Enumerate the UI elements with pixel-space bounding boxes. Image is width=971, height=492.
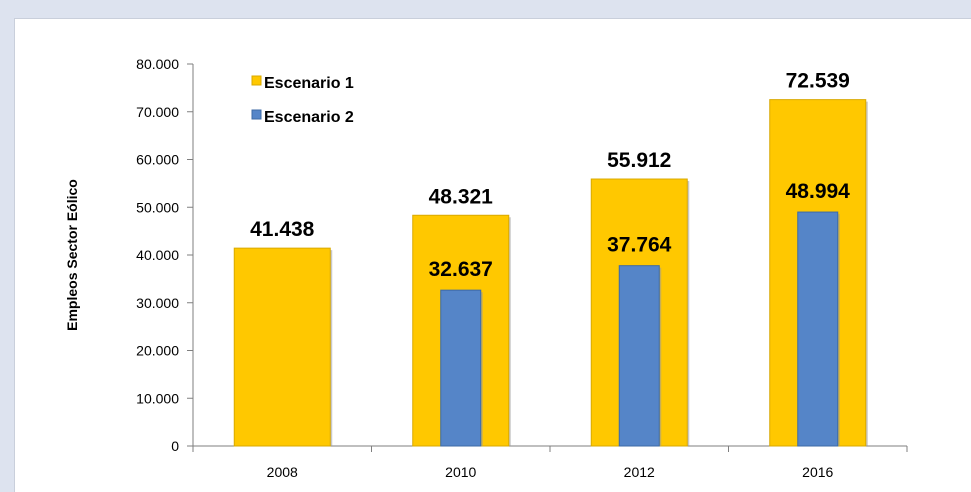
y-tick-label: 70.000 bbox=[136, 104, 179, 120]
data-label-escenario-1: 41.438 bbox=[250, 218, 315, 241]
x-tick-label: 2008 bbox=[267, 464, 298, 480]
y-tick-label: 20.000 bbox=[136, 343, 179, 359]
x-tick-label: 2012 bbox=[624, 464, 655, 480]
y-axis-label: Empleos Sector Eólico bbox=[64, 179, 80, 331]
x-axis: 2008 2010 2012 2016 bbox=[192, 445, 908, 480]
bar-escenario-2 bbox=[618, 265, 660, 447]
data-labels: 41.438 48.321 55.912 72.539 32.637 37.764 48.9… bbox=[250, 70, 850, 282]
bars bbox=[233, 99, 868, 447]
y-tick-label: 40.000 bbox=[136, 247, 179, 263]
legend-label: Escenario 2 bbox=[264, 109, 354, 126]
x-tick-label: 2010 bbox=[445, 464, 476, 480]
data-label-escenario-2: 32.637 bbox=[429, 258, 493, 281]
bar-escenario-1 bbox=[233, 247, 331, 447]
data-label-escenario-1: 55.912 bbox=[607, 149, 671, 172]
legend-label: Escenario 1 bbox=[264, 75, 354, 92]
y-tick-label: 80.000 bbox=[136, 56, 179, 72]
y-axis: 0 10.000 20.000 30.000 40.000 50.000 60.000 70.… bbox=[136, 56, 194, 454]
y-tick-label: 60.000 bbox=[136, 152, 179, 168]
y-tick-label: 10.000 bbox=[136, 390, 179, 406]
y-tick-label: 50.000 bbox=[136, 199, 179, 215]
legend: Escenario 1 Escenario 2 bbox=[251, 75, 354, 126]
x-tick-label: 2016 bbox=[802, 464, 833, 480]
bar-escenario-2 bbox=[440, 289, 482, 447]
data-label-escenario-2: 37.764 bbox=[607, 234, 672, 257]
data-label-escenario-1: 48.321 bbox=[429, 185, 494, 208]
legend-swatch bbox=[251, 75, 262, 86]
y-tick-label: 30.000 bbox=[136, 295, 179, 311]
legend-swatch bbox=[251, 109, 262, 120]
data-label-escenario-2: 48.994 bbox=[786, 180, 851, 203]
y-tick-label: 0 bbox=[171, 438, 179, 454]
data-label-escenario-1: 72.539 bbox=[786, 70, 850, 93]
bar-escenario-2 bbox=[797, 211, 839, 447]
